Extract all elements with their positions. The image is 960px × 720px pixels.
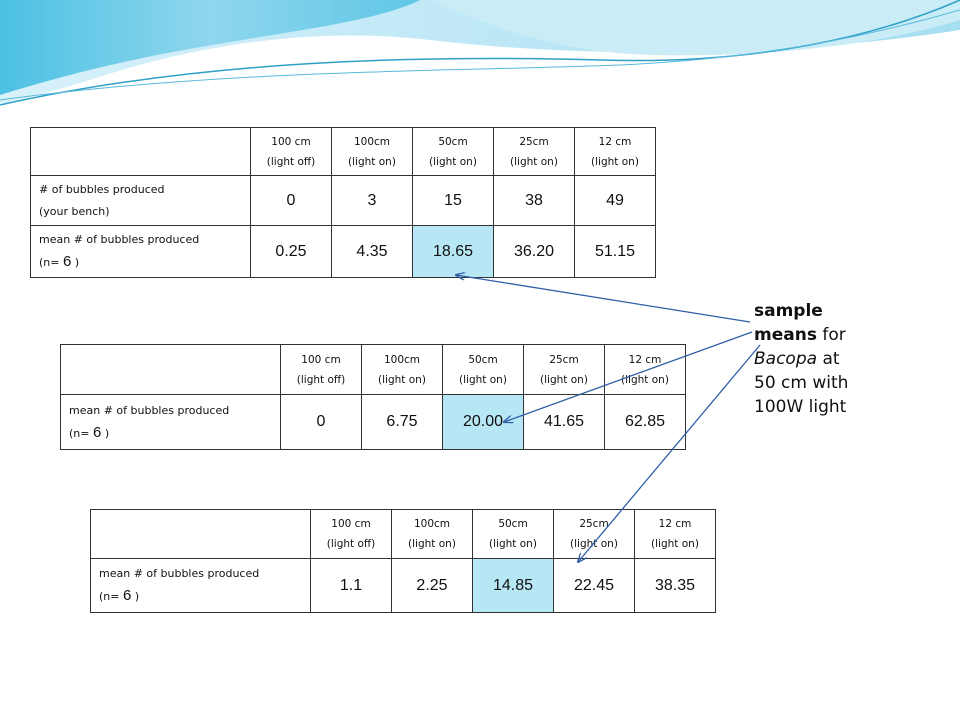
value-cell: 51.15 [574, 225, 656, 278]
column-header: 50cm (light on) [472, 509, 554, 559]
arrow-to-table1 [456, 275, 751, 323]
column-header: 12 cm (light on) [634, 509, 716, 559]
empty-corner-cell [30, 127, 251, 176]
results-table-2: 100 cm (light off) 100cm (light on) 50cm (l… [60, 344, 686, 450]
table-row: mean # of bubbles produced (n= 6 ) 0.25 4… [30, 225, 656, 278]
column-header: 50cm (light on) [442, 344, 524, 395]
value-cell: 49 [574, 175, 656, 226]
value-cell: 41.65 [523, 394, 605, 450]
column-header: 100cm (light on) [361, 344, 443, 395]
highlighted-value-cell: 14.85 [472, 558, 554, 613]
row-label: mean # of bubbles produced (n= 6 ) [90, 558, 311, 613]
row-label: # of bubbles produced (your bench) [30, 175, 251, 226]
table-row: # of bubbles produced (your bench) 0 3 15… [30, 175, 656, 226]
value-cell: 36.20 [493, 225, 575, 278]
empty-corner-cell [60, 344, 281, 395]
highlighted-value-cell: 20.00 [442, 394, 524, 450]
decorative-wave-banner [0, 0, 960, 106]
annotation-note: sample means for Bacopa at 50 cm with 10… [754, 301, 849, 417]
column-header: 100 cm (light off) [310, 509, 392, 559]
results-table-1: 100 cm (light off) 100cm (light on) 50cm (l… [30, 127, 656, 278]
results-table-3: 100 cm (light off) 100cm (light on) 50cm (l… [90, 509, 716, 613]
row-label: mean # of bubbles produced (n= 6 ) [30, 225, 251, 278]
column-header: 25cm (light on) [523, 344, 605, 395]
column-header: 100 cm (light off) [280, 344, 362, 395]
value-cell: 15 [412, 175, 494, 226]
table-header-row: 100 cm (light off) 100cm (light on) 50cm (l… [60, 344, 686, 395]
value-cell: 1.1 [310, 558, 392, 613]
column-header: 25cm (light on) [553, 509, 635, 559]
value-cell: 0 [250, 175, 332, 226]
value-cell: 3 [331, 175, 413, 226]
column-header: 100cm (light on) [391, 509, 473, 559]
table-row: mean # of bubbles produced (n= 6 ) 1.1 2.… [90, 558, 716, 613]
value-cell: 38 [493, 175, 575, 226]
value-cell: 2.25 [391, 558, 473, 613]
empty-corner-cell [90, 509, 311, 559]
column-header: 100cm (light on) [331, 127, 413, 176]
value-cell: 22.45 [553, 558, 635, 613]
table-header-row: 100 cm (light off) 100cm (light on) 50cm (l… [30, 127, 656, 176]
value-cell: 4.35 [331, 225, 413, 278]
column-header: 25cm (light on) [493, 127, 575, 176]
value-cell: 62.85 [604, 394, 686, 450]
value-cell: 6.75 [361, 394, 443, 450]
column-header: 12 cm (light on) [574, 127, 656, 176]
value-cell: 38.35 [634, 558, 716, 613]
table-row: mean # of bubbles produced (n= 6 ) 0 6.75… [60, 394, 686, 450]
highlighted-value-cell: 18.65 [412, 225, 494, 278]
column-header: 12 cm (light on) [604, 344, 686, 395]
table-header-row: 100 cm (light off) 100cm (light on) 50cm (l… [90, 509, 716, 559]
column-header: 50cm (light on) [412, 127, 494, 176]
value-cell: 0.25 [250, 225, 332, 278]
row-label: mean # of bubbles produced (n= 6 ) [60, 394, 281, 450]
column-header: 100 cm (light off) [250, 127, 332, 176]
value-cell: 0 [280, 394, 362, 450]
